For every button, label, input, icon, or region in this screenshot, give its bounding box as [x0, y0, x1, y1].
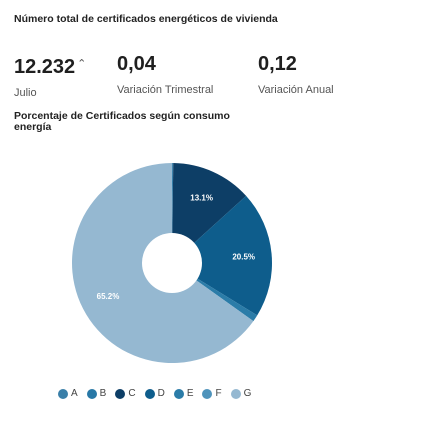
legend-label: E	[186, 388, 194, 399]
kpi-annual-label: Variación Anual	[258, 84, 334, 96]
legend-item-e[interactable]: E	[173, 388, 194, 399]
chart-legend: A B C D E F G	[58, 388, 251, 399]
legend-item-a[interactable]: A	[58, 388, 78, 399]
caret-up-icon: ⌃	[77, 58, 87, 70]
kpi-quarterly: 0,04 Variación Trimestral	[117, 53, 213, 96]
pie-slice-d[interactable]	[172, 195, 272, 316]
pie-label-d: 20.5%	[232, 252, 255, 261]
legend-label: C	[128, 388, 136, 399]
kpi-total: 12.232 ⌃ Julio	[14, 53, 86, 99]
legend-label: B	[99, 388, 107, 399]
donut-hole	[142, 233, 202, 293]
pie-label-g: 65.2%	[97, 292, 120, 301]
kpi-annual-value: 0,12	[258, 53, 297, 75]
legend-label: D	[157, 388, 165, 399]
kpi-annual: 0,12 Variación Anual	[258, 53, 334, 96]
page-title: Número total de certificados energéticos…	[14, 13, 278, 25]
legend-item-d[interactable]: D	[144, 388, 165, 399]
kpi-quarterly-label: Variación Trimestral	[117, 84, 214, 96]
legend-label: F	[215, 388, 222, 399]
legend-dot-icon	[144, 388, 155, 399]
legend-dot-icon	[202, 388, 213, 399]
kpi-total-value: 12.232 ⌃	[14, 56, 87, 78]
legend-item-b[interactable]: B	[86, 388, 107, 399]
legend-item-f[interactable]: F	[202, 388, 222, 399]
legend-dot-icon	[115, 388, 126, 399]
pie-slice-c[interactable]	[172, 163, 247, 263]
chart-title: Porcentaje de Certificados según consumo…	[14, 110, 230, 133]
legend-item-g[interactable]: G	[230, 388, 252, 399]
legend-dot-icon	[230, 388, 241, 399]
kpi-quarterly-value: 0,04	[117, 53, 156, 75]
legend-dot-icon	[58, 388, 68, 399]
legend-item-c[interactable]: C	[115, 388, 136, 399]
legend-label: A	[71, 388, 78, 399]
kpi-total-label: Julio	[14, 87, 37, 99]
pie-label-c: 13.1%	[190, 193, 213, 202]
legend-label: G	[243, 388, 252, 399]
legend-dot-icon	[173, 388, 184, 399]
legend-dot-icon	[86, 388, 97, 399]
